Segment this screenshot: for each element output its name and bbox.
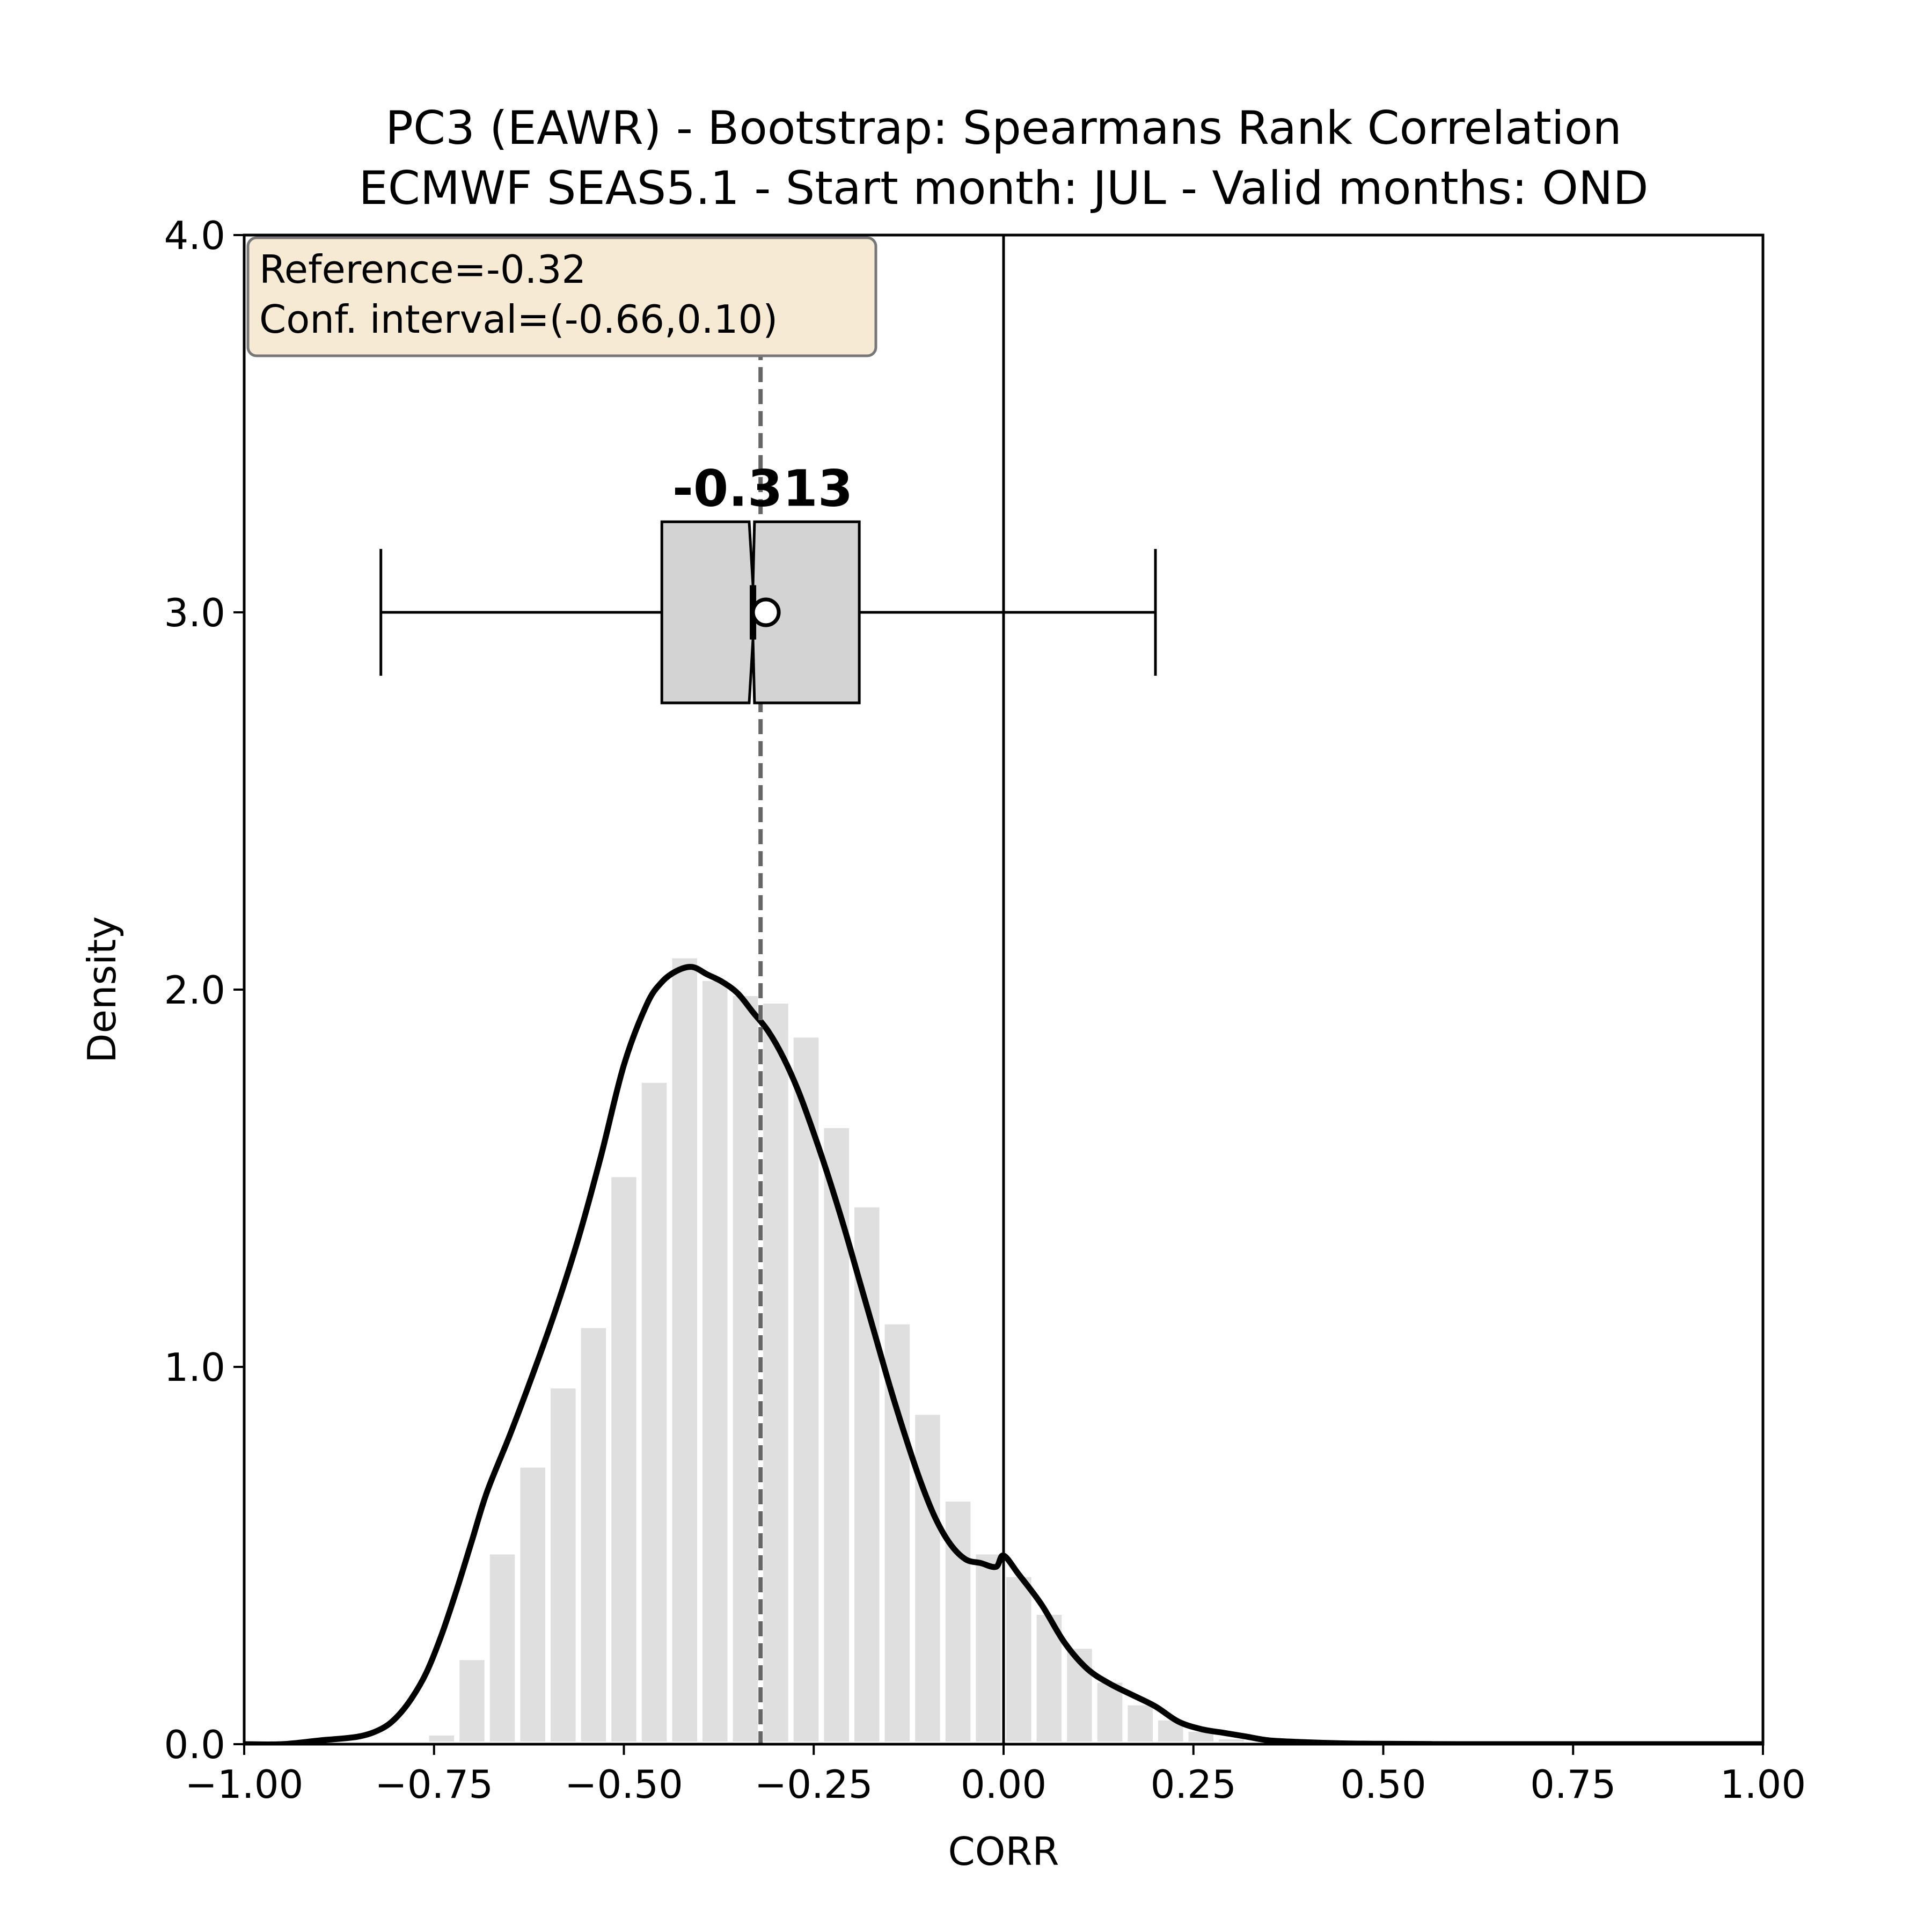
chart-title-line-1: PC3 (EAWR) - Bootstrap: Spearmans Rank C… bbox=[385, 101, 1622, 155]
info-confidence-interval-text: Conf. interval=(-0.66,0.10) bbox=[259, 297, 778, 342]
x-tick-label: −0.25 bbox=[755, 1762, 873, 1807]
histogram-bar bbox=[758, 998, 794, 1744]
histogram-bar bbox=[454, 1655, 490, 1744]
kde-curve-group bbox=[244, 964, 1763, 1744]
histogram-bar bbox=[575, 1322, 612, 1744]
histogram-bar bbox=[606, 1172, 642, 1744]
info-box: Reference=-0.32 Conf. interval=(-0.66,0.… bbox=[246, 236, 877, 357]
histogram-bar bbox=[1001, 1571, 1037, 1744]
histogram-bar bbox=[484, 1549, 521, 1744]
x-tick-label: 0.00 bbox=[961, 1762, 1046, 1807]
histogram-bar bbox=[423, 1730, 460, 1744]
histogram-bar bbox=[667, 953, 703, 1744]
histogram-bar bbox=[636, 1077, 672, 1744]
y-tick-label: 2.0 bbox=[164, 968, 225, 1013]
y-axis-ticks: 0.0 1.0 2.0 3.0 4.0 bbox=[164, 213, 244, 1767]
x-tick-label: 0.50 bbox=[1340, 1762, 1426, 1807]
y-axis-label: Density bbox=[79, 916, 125, 1063]
histogram-bar bbox=[1122, 1700, 1158, 1744]
x-tick-label: 1.00 bbox=[1720, 1762, 1806, 1807]
histogram-bar bbox=[515, 1462, 551, 1744]
histogram-bar bbox=[818, 1123, 855, 1744]
histogram-bar bbox=[970, 1549, 1007, 1744]
histogram-bar bbox=[697, 975, 733, 1744]
info-box-background bbox=[246, 236, 877, 357]
histogram-bar bbox=[545, 1383, 581, 1744]
x-tick-label: −0.50 bbox=[565, 1762, 683, 1807]
info-reference-text: Reference=-0.32 bbox=[259, 247, 586, 292]
y-tick-label: 1.0 bbox=[164, 1345, 225, 1390]
y-tick-label: 3.0 bbox=[164, 590, 225, 635]
histogram-bar bbox=[849, 1202, 885, 1744]
x-tick-label: 0.75 bbox=[1530, 1762, 1616, 1807]
histogram-bar bbox=[727, 991, 764, 1744]
histogram-bar bbox=[910, 1409, 946, 1744]
kde-curve bbox=[244, 964, 1763, 1744]
reference-lines bbox=[758, 235, 1005, 1744]
x-tick-label: −0.75 bbox=[375, 1762, 493, 1807]
histogram bbox=[423, 953, 1249, 1744]
boxplot-mean-marker bbox=[751, 597, 781, 627]
x-tick-label: 0.25 bbox=[1151, 1762, 1236, 1807]
y-tick-label: 4.0 bbox=[164, 213, 225, 258]
x-tick-label: −1.00 bbox=[185, 1762, 304, 1807]
boxplot bbox=[379, 520, 1157, 705]
x-axis-label: CORR bbox=[948, 1829, 1059, 1874]
y-tick-label: 0.0 bbox=[164, 1722, 225, 1767]
chart-title-line-2: ECMWF SEAS5.1 - Start month: JUL - Valid… bbox=[358, 162, 1648, 215]
x-axis-ticks: −1.00 −0.75 −0.50 −0.25 0.00 0.25 0.50 0.75 1.00 bbox=[185, 1744, 1806, 1807]
boxplot-median-label: -0.313 bbox=[672, 459, 853, 518]
